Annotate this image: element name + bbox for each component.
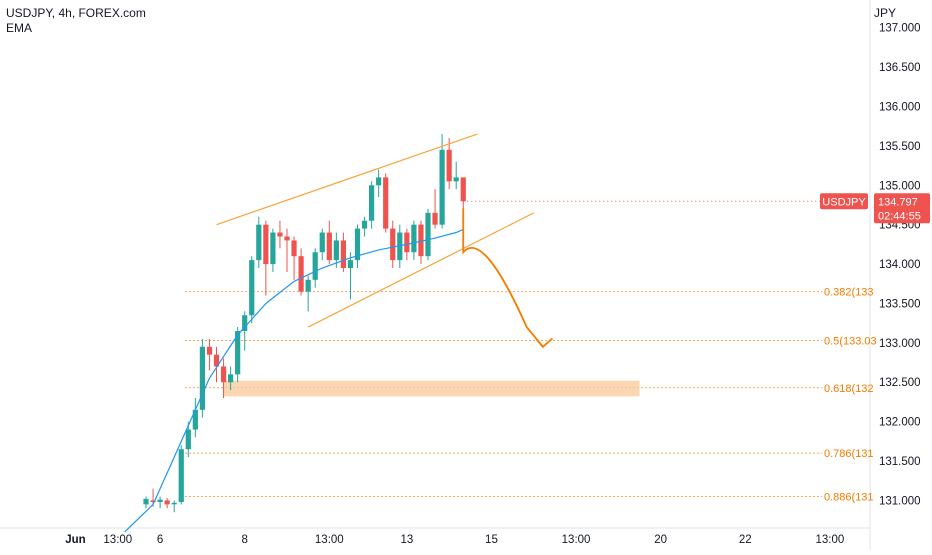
- candle-body: [270, 232, 276, 265]
- x-tick-label: 22: [739, 534, 752, 546]
- candle-body: [157, 499, 163, 502]
- ema-line: [124, 228, 464, 533]
- candle-body: [326, 232, 332, 261]
- x-tick-label: 8: [241, 534, 247, 546]
- symbol-badge-text: USDJPY: [822, 196, 866, 208]
- candle-body: [263, 224, 269, 265]
- candle-body: [213, 354, 220, 367]
- candle-body: [220, 366, 227, 383]
- x-tick-label: 13:00: [562, 534, 591, 546]
- y-tick-label: 132.000: [879, 417, 921, 429]
- channel-upper-line: [216, 133, 478, 226]
- candle-body: [383, 177, 389, 229]
- symbol-legend[interactable]: USDJPY, 4h, FOREX.com: [6, 6, 146, 20]
- y-tick-label: 131.500: [879, 456, 921, 468]
- x-tick-label: Jun: [65, 534, 85, 546]
- candle-body: [319, 232, 325, 253]
- candle-body: [235, 331, 241, 375]
- y-tick-label: 131.000: [879, 495, 921, 507]
- y-tick-label: 132.500: [879, 377, 921, 389]
- candle-body: [418, 224, 424, 257]
- y-tick-label: 136.500: [879, 62, 921, 74]
- indicator-legend[interactable]: EMA: [6, 21, 33, 35]
- candle-body: [404, 232, 410, 253]
- candle-body: [312, 252, 318, 280]
- candle-body: [284, 236, 290, 241]
- candle-body: [340, 240, 346, 268]
- candle-body: [256, 224, 262, 261]
- candle-body: [228, 374, 234, 383]
- candle-body: [242, 315, 248, 332]
- candle-body: [143, 498, 149, 505]
- x-tick-label: 13:00: [815, 534, 844, 546]
- candle-body: [185, 429, 191, 450]
- candle-body: [425, 212, 431, 257]
- candle-body: [354, 228, 361, 261]
- x-tick-label: 13:00: [103, 534, 132, 546]
- y-tick-label: 135.000: [879, 180, 921, 192]
- price-badge-value: 134.797: [878, 196, 918, 208]
- symbol-badge: [820, 193, 868, 210]
- currency-label: JPY: [873, 6, 896, 20]
- support-zone: [223, 380, 640, 397]
- x-tick-label: 20: [654, 534, 667, 546]
- candle-body: [277, 232, 283, 237]
- channel-lower-line: [307, 212, 535, 328]
- candle-body: [192, 409, 198, 430]
- candle-body: [411, 224, 417, 253]
- candle-body: [249, 260, 255, 316]
- candle-body: [347, 260, 354, 268]
- candle-body: [432, 212, 438, 225]
- fib-level-label: 0.886(131: [824, 491, 874, 503]
- fib-level-label: 0.786(131: [824, 448, 874, 460]
- fib-level-label: 0.5(133.03: [824, 335, 877, 347]
- x-tick-label: 13: [400, 534, 413, 546]
- y-tick-label: 133.500: [879, 298, 921, 310]
- candle-body: [446, 149, 452, 182]
- candle-body: [305, 279, 311, 292]
- candle-body: [298, 256, 304, 292]
- y-tick-label: 134.000: [879, 259, 921, 271]
- candle-body: [171, 502, 177, 505]
- price-badge-countdown: 02:44:55: [878, 210, 921, 222]
- candle-body: [376, 177, 382, 186]
- x-tick-label: 15: [485, 534, 498, 546]
- candle-body: [206, 346, 213, 355]
- fib-level-label: 0.382(133: [824, 287, 874, 299]
- candle-body: [361, 220, 368, 229]
- candle-body: [439, 149, 445, 225]
- projection-arrow: [462, 208, 544, 348]
- candle-body: [291, 240, 297, 257]
- candle-body: [164, 500, 170, 505]
- price-badge: [874, 193, 930, 224]
- x-tick-label: 13:00: [315, 534, 344, 546]
- candle-body: [150, 500, 156, 502]
- x-tick-label: 6: [157, 534, 163, 546]
- candle-body: [369, 185, 375, 221]
- candle-body: [453, 177, 459, 182]
- y-tick-label: 133.000: [879, 338, 921, 350]
- fib-level-label: 0.618(132: [824, 383, 874, 395]
- candle-body: [333, 240, 339, 261]
- candle-body: [390, 228, 396, 261]
- y-tick-label: 136.000: [879, 101, 921, 113]
- chart-legend: USDJPY, 4h, FOREX.com EMA: [6, 6, 146, 36]
- y-tick-label: 135.500: [879, 141, 921, 153]
- candle-body: [199, 346, 205, 410]
- candle-body: [460, 177, 466, 202]
- y-tick-label: 137.000: [879, 23, 921, 35]
- candle-body: [178, 449, 184, 502]
- projection-arrowhead: [536, 337, 553, 349]
